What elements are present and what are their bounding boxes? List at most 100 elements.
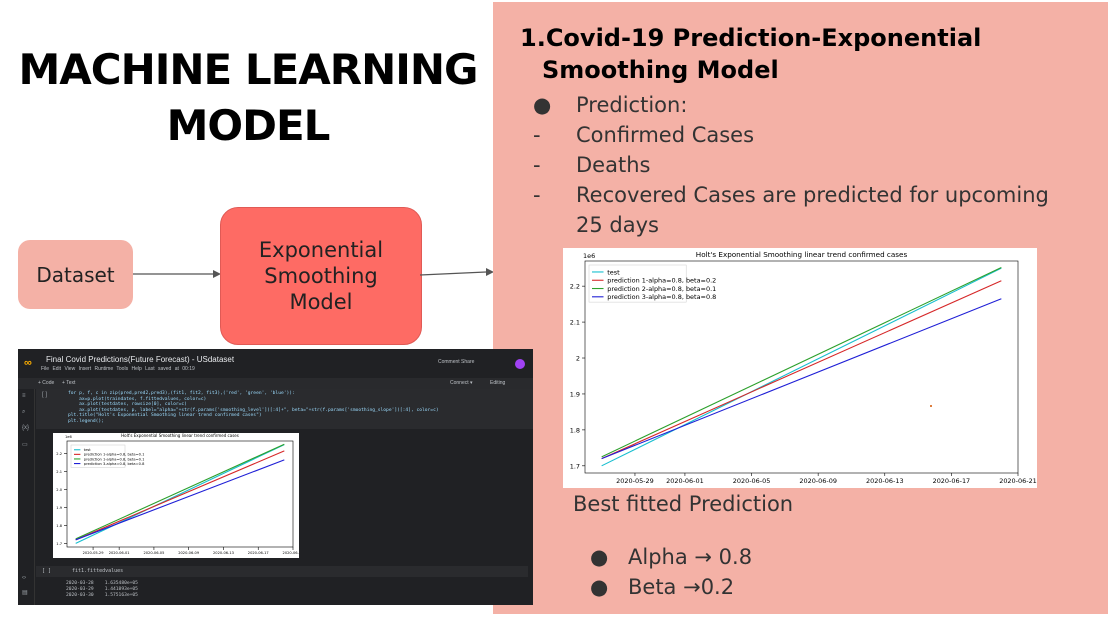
y-tick-label: 1.9 [56,506,62,510]
legend-label: prediction 1-alpha=0.8, beta=0.1 [84,453,145,457]
bullet-text: Recovered Cases are predicted for upcomi… [576,183,1049,207]
legend-label: prediction 1-alpha=0.8, beta=0.2 [607,277,716,285]
x-tick-label: 2020-06-09 [178,551,200,555]
slide-title: MACHINE LEARNING MODEL [18,42,478,154]
colab-logo-icon[interactable]: ∞ [24,357,32,369]
legend-box [70,444,126,468]
x-tick-label: 2020-06-01 [666,477,704,485]
bullet-text: Deaths [576,153,651,177]
model-box: Exponential Smoothing Model [220,207,422,345]
y-tick-label: 1.8 [56,524,62,528]
y-multiplier-label: 1e6 [583,252,595,260]
chart-title: Holt's Exponential Smoothing linear tren… [121,433,239,438]
legend-label: prediction 3-alpha=0.8, beta=0.8 [84,462,145,466]
x-tick-label: 2020-06-09 [799,477,837,485]
y-multiplier-label: 1e6 [65,435,72,439]
panel-heading-line2: Smoothing Model [542,56,779,84]
x-tick-label: 2020-06-13 [213,551,234,555]
slide-title-line1: MACHINE LEARNING [18,45,478,94]
variables-icon[interactable]: {x} [22,425,30,431]
connect-button[interactable]: Connect ▾ [450,380,473,386]
colab-toolbar: + Code + Text Connect ▾ Editing [18,378,533,389]
add-code-button[interactable]: + Code [38,380,55,386]
x-tick-label: 2020-06-01 [109,551,130,555]
code-cell[interactable]: [ ] for p, f, c in zip(pred,pred2,pred3)… [36,389,533,429]
bullet-marker: - [533,183,541,207]
terminal-icon[interactable]: ▤ [22,590,28,596]
code-cell-2[interactable]: [ ] fit1.fittedvalues [36,566,528,577]
bullet-marker: ● [533,93,552,117]
holt-prediction-chart: Holt's Exponential Smoothing linear tren… [563,248,1037,488]
stray-point [930,405,932,407]
bullet-text: 25 days [576,213,659,237]
notebook-title[interactable]: Final Covid Predictions(Future Forecast)… [46,355,235,364]
search-icon[interactable]: ⌕ [22,409,26,415]
avatar[interactable] [515,359,525,369]
bullet-text: Prediction: [576,93,688,117]
bullet-item: - Deaths [533,150,1093,180]
panel-heading-line1: 1.Covid-19 Prediction-Exponential [520,24,982,52]
y-tick-label: 2.0 [56,488,62,492]
arrow-dataset-to-model [133,270,221,278]
bullet-item: ● Prediction: [533,90,1093,120]
small-output-chart: Holt's Exponential Smoothing linear tren… [53,433,299,558]
param-item: ● Beta →0.2 [590,572,752,602]
param-list: ● Alpha → 0.8 ● Beta →0.2 [590,542,752,602]
series-line [75,459,285,541]
code-text[interactable]: fit1.fittedvalues [72,568,124,574]
toc-icon[interactable]: ≡ [22,393,26,399]
y-tick-label: 2.1 [570,319,580,327]
y-tick-label: 1.7 [56,542,62,546]
param-alpha: Alpha → 0.8 [628,545,753,569]
x-tick-label: 2020-06-05 [733,477,771,485]
legend-label: test [84,448,91,452]
bullet-item: 25 days [533,210,1093,240]
series-line [75,450,285,541]
bullet-text: Confirmed Cases [576,123,755,147]
y-tick-label: 1.9 [570,390,580,398]
panel-heading: 1.Covid-19 Prediction-Exponential Smooth… [520,22,1080,86]
bullet-item: - Confirmed Cases [533,120,1093,150]
prediction-bullet-list: ● Prediction: - Confirmed Cases - Deaths - R… [533,90,1093,240]
slide-title-line2: MODEL [166,101,331,150]
editing-indicator[interactable]: Editing [490,380,506,386]
code-snippets-icon[interactable]: ‹› [22,575,26,581]
model-label-line2: Smoothing [264,264,378,288]
y-tick-label: 2 [576,355,580,363]
series-line [601,267,1002,467]
run-cell-button[interactable]: [ ] [42,392,48,398]
x-tick-label: 2020-05-29 [616,477,654,485]
bullet-marker [533,210,576,240]
series-line [601,280,1002,460]
cell-output: 2020-03-28 1.635480e+05 2020-03-29 1.4418… [66,581,138,598]
colab-sidebar: ≡ ⌕ {x} ▭ ‹› ▤ [18,389,35,605]
code-text[interactable]: for p, f, c in zip(pred,pred2,pred3),(fi… [68,391,439,424]
x-tick-label: 2020-06-17 [933,477,971,485]
chart-title: Holt's Exponential Smoothing linear tren… [696,250,908,259]
dataset-label: Dataset [36,262,115,287]
y-tick-label: 1.8 [570,426,580,434]
x-tick-label: 2020-06-13 [866,477,904,485]
arrow-model-to-panel [420,268,494,276]
bullet-marker: - [533,153,541,177]
plot-frame [66,440,294,548]
y-tick-label: 2.2 [56,452,62,456]
bullet-marker: - [533,123,541,147]
files-icon[interactable]: ▭ [22,442,28,448]
x-tick-label: 2020-05-29 [83,551,105,555]
run-cell-button[interactable]: [ ] [42,568,52,574]
legend-label: prediction 2-alpha=0.8, beta=0.1 [607,285,716,293]
colab-menu-bar[interactable]: File Edit View Insert Runtime Tools Help… [41,366,195,372]
add-text-button[interactable]: + Text [62,380,76,386]
legend-label: prediction 3-alpha=0.8, beta=0.8 [607,293,716,301]
param-beta: Beta →0.2 [628,575,735,599]
colab-share-tools[interactable]: Comment Share [438,359,475,365]
x-tick-label: 2020-06-17 [248,551,269,555]
model-label-line3: Model [289,290,353,314]
dataset-box: Dataset [18,240,133,309]
legend-label: test [607,268,620,276]
y-tick-label: 1.7 [570,462,580,470]
param-marker: ● [590,575,609,599]
series-line [601,266,1002,458]
param-item: ● Alpha → 0.8 [590,542,752,572]
